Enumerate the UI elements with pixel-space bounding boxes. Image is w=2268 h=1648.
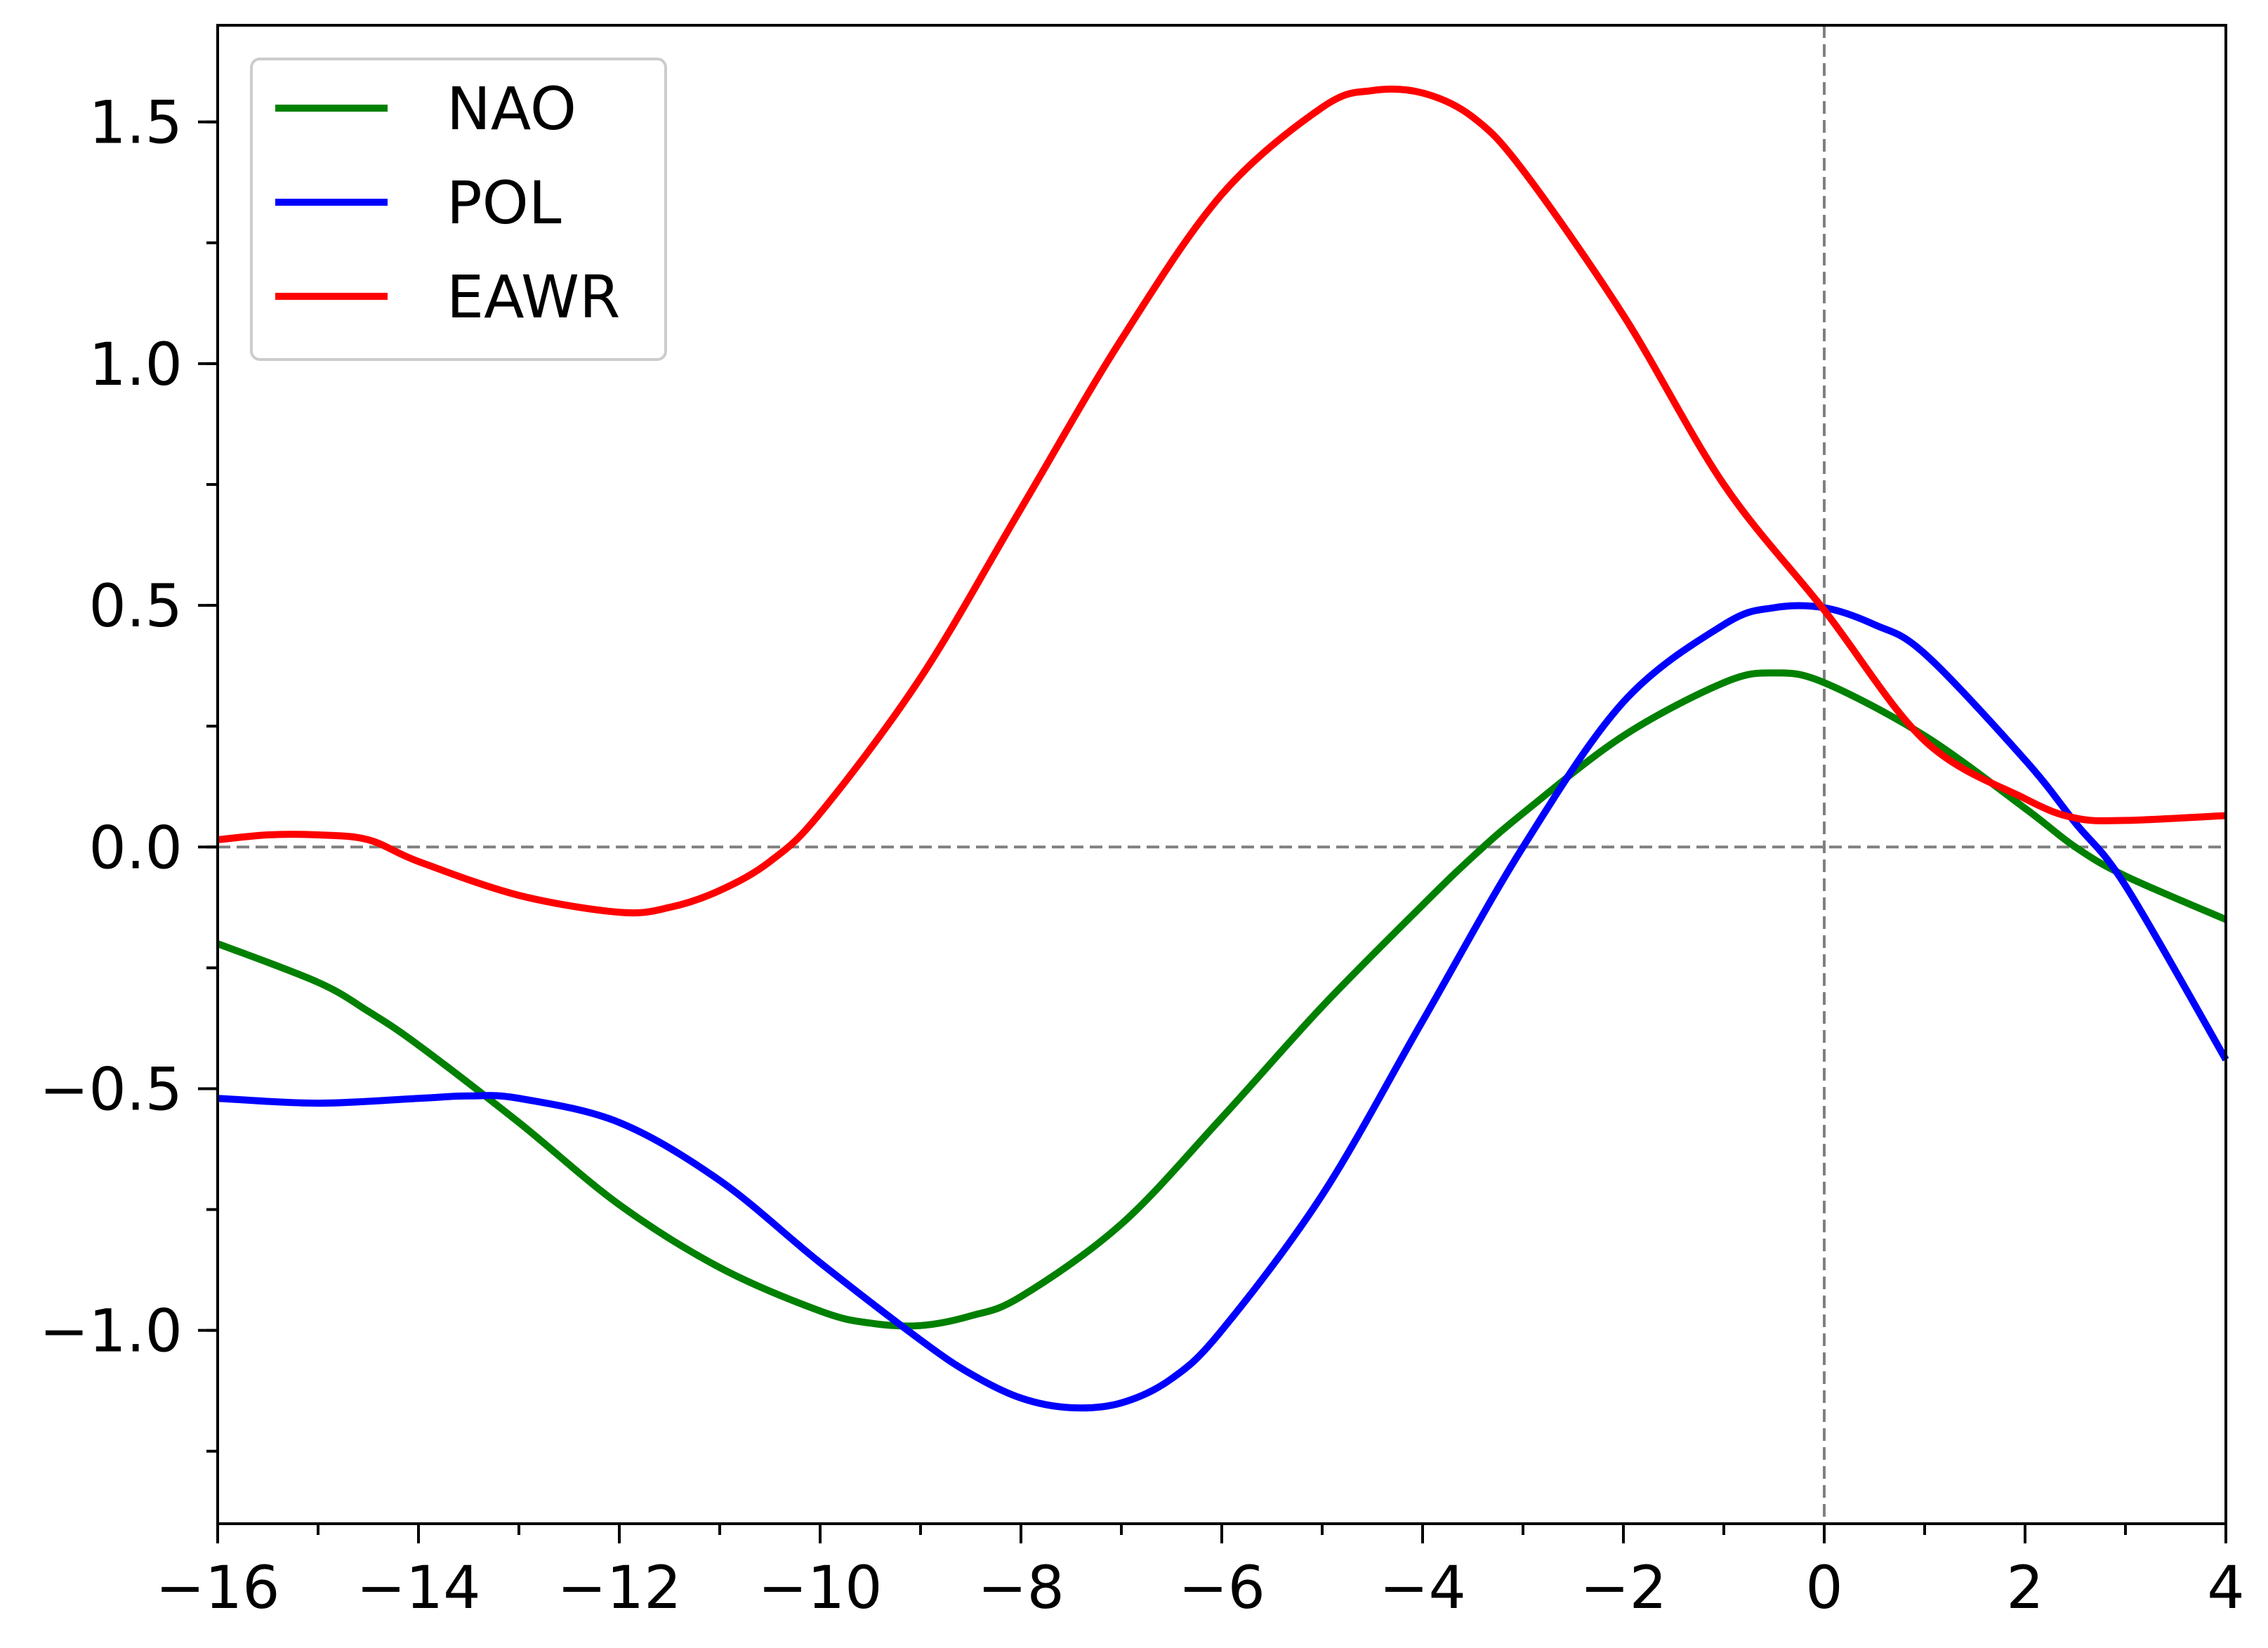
legend-label-eawr: EAWR bbox=[447, 263, 620, 331]
legend-label-pol: POL bbox=[447, 169, 562, 237]
x-tick-label: −10 bbox=[758, 1553, 882, 1622]
x-tick-label: −14 bbox=[356, 1553, 480, 1622]
y-tick-label: 0.5 bbox=[88, 572, 183, 640]
y-tick-label: −0.5 bbox=[39, 1055, 183, 1123]
x-tick-label: 2 bbox=[2006, 1553, 2043, 1622]
legend-box bbox=[250, 58, 667, 361]
y-tick-label: −1.0 bbox=[39, 1297, 183, 1366]
series-line-nao bbox=[216, 669, 2227, 1330]
x-tick-label: −12 bbox=[557, 1553, 681, 1622]
legend-label-nao: NAO bbox=[447, 74, 576, 143]
x-tick-label: −2 bbox=[1580, 1553, 1667, 1622]
x-tick-label: −16 bbox=[155, 1553, 279, 1622]
x-tick-label: 0 bbox=[1805, 1553, 1842, 1622]
x-tick-label: −8 bbox=[977, 1553, 1064, 1622]
x-tick-label: −4 bbox=[1379, 1553, 1466, 1622]
series-line-pol bbox=[217, 602, 2229, 1412]
y-tick-label: 1.5 bbox=[88, 88, 183, 157]
y-tick-label: 0.0 bbox=[88, 813, 183, 882]
x-tick-label: 4 bbox=[2207, 1553, 2244, 1622]
series-line-eawr bbox=[217, 85, 2227, 917]
y-tick-label: 1.0 bbox=[88, 330, 183, 399]
x-tick-label: −6 bbox=[1178, 1553, 1265, 1622]
